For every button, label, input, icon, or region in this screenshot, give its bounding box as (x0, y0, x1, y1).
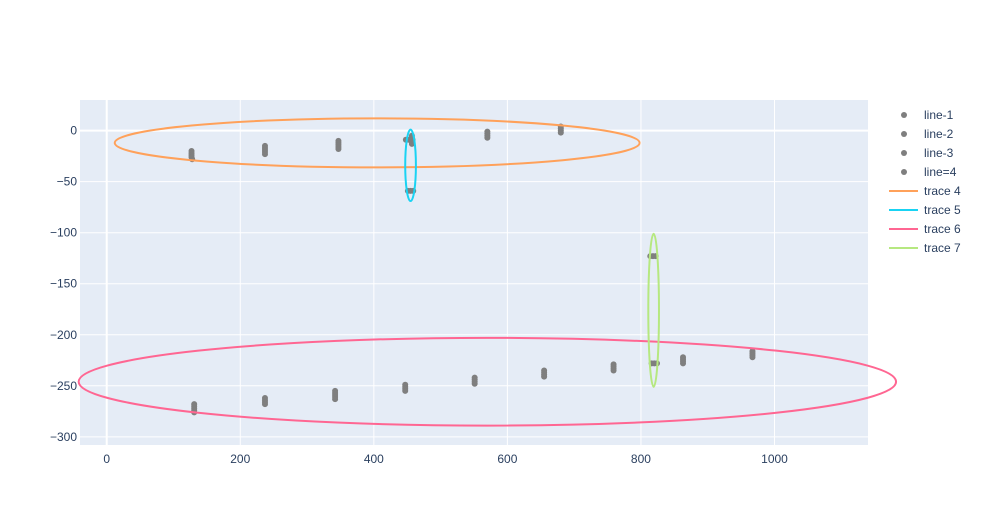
data-point (261, 401, 268, 408)
data-point (471, 380, 478, 387)
x-tick-label: 800 (631, 452, 651, 466)
plot-background (80, 100, 868, 445)
legend-label: trace 6 (924, 222, 961, 236)
ellipse-trace-6 (77, 336, 898, 427)
data-point (402, 387, 409, 394)
data-point (610, 367, 617, 374)
legend[interactable]: line-1 line-2 line-3 line=4 trace 4 trace 5 tr… (889, 108, 961, 255)
ellipse-trace-5 (404, 128, 417, 203)
legend-label: line-3 (924, 146, 954, 160)
y-tick-label: −150 (50, 277, 77, 291)
data-point (484, 134, 491, 141)
legend-label: trace 5 (924, 203, 961, 217)
data-point (261, 151, 268, 158)
x-tick-label: 0 (103, 452, 110, 466)
legend-label: trace 7 (924, 241, 961, 255)
x-tick-label: 200 (230, 452, 250, 466)
ellipse-trace-7 (647, 232, 660, 388)
data-point (335, 145, 342, 152)
legend-marker-swatch (901, 150, 907, 156)
y-tick-label: −50 (57, 175, 78, 189)
legend-label: line=4 (924, 165, 957, 179)
legend-marker-swatch (901, 169, 907, 175)
data-point (749, 354, 756, 361)
legend-label: line-2 (924, 127, 954, 141)
y-tick-label: −100 (50, 226, 77, 240)
legend-marker-swatch (901, 131, 907, 137)
ellipse-trace-4 (113, 117, 641, 169)
legend-marker-swatch (901, 112, 907, 118)
data-point (557, 129, 564, 136)
tick-labels: 0 200 400 600 800 1000 0 −50 −100 −150 −200 −250 −30… (50, 124, 788, 466)
y-tick-label: −250 (50, 379, 77, 393)
data-point (680, 360, 687, 367)
legend-label: trace 4 (924, 184, 961, 198)
y-tick-label: 0 (70, 124, 77, 138)
x-tick-label: 600 (497, 452, 517, 466)
y-tick-label: −300 (50, 430, 77, 444)
x-tick-label: 1000 (761, 452, 788, 466)
x-tick-label: 400 (364, 452, 384, 466)
data-point (332, 396, 339, 403)
y-tick-label: −200 (50, 328, 77, 342)
legend-label: line-1 (924, 108, 954, 122)
grid (80, 100, 868, 445)
traces (77, 117, 898, 427)
data-point (541, 373, 548, 380)
